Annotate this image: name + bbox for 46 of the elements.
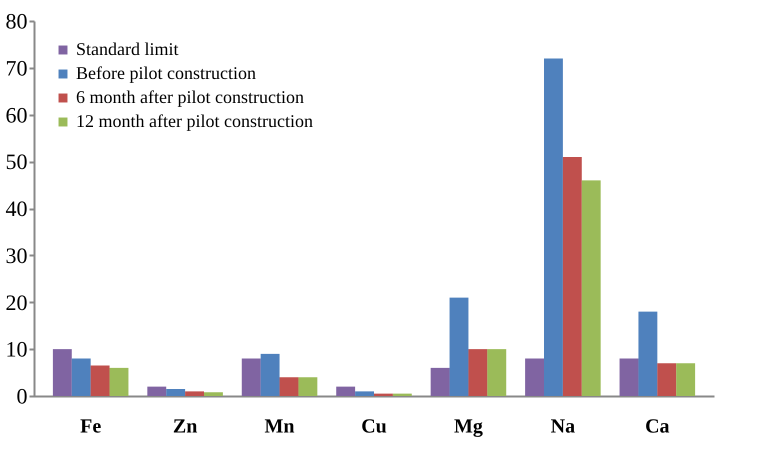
bar (298, 377, 318, 396)
x-tick-label: Mn (264, 416, 295, 438)
x-tick-label: Zn (172, 416, 198, 438)
bar (562, 156, 582, 396)
bar (525, 358, 544, 396)
bar (544, 58, 563, 396)
bar (638, 312, 658, 396)
y-tick-label: 30 (6, 242, 28, 268)
bar (582, 180, 601, 396)
y-tick-label: 80 (6, 8, 28, 34)
bar (468, 349, 488, 396)
y-tick-label: 20 (6, 290, 28, 315)
bar (72, 358, 91, 396)
bar (90, 366, 110, 396)
bar (620, 358, 638, 396)
bar (185, 391, 204, 396)
x-tick-label: Fe (80, 416, 102, 438)
bar (280, 377, 298, 396)
legend-label: Standard limit (76, 39, 178, 59)
bar (110, 368, 128, 396)
bar (487, 349, 506, 396)
bar (676, 363, 696, 396)
legend-label: Before pilot construction (76, 63, 256, 83)
x-tick-label: Mg (454, 416, 483, 438)
legend-label: 12 month after pilot construction (76, 111, 313, 131)
x-tick-label: Cu (361, 416, 387, 438)
y-tick-label: 10 (6, 336, 28, 362)
y-tick-label: 50 (6, 149, 28, 174)
bar (166, 388, 186, 396)
bar (260, 354, 280, 396)
y-tick-label: 0 (16, 384, 28, 408)
bar (336, 386, 356, 396)
legend-label: 6 month after pilot construction (76, 87, 304, 107)
bar (657, 363, 676, 396)
bar (355, 391, 374, 396)
bar (242, 358, 261, 396)
y-tick-label: 70 (6, 55, 28, 80)
x-tick-label: Ca (645, 416, 670, 438)
y-tick-label: 40 (6, 196, 28, 221)
x-tick-label: Na (550, 416, 576, 438)
bar (450, 298, 468, 396)
bar (430, 368, 450, 396)
bar (52, 349, 72, 396)
bar (147, 386, 166, 396)
bar (204, 392, 223, 396)
y-tick-label: 60 (6, 102, 28, 128)
